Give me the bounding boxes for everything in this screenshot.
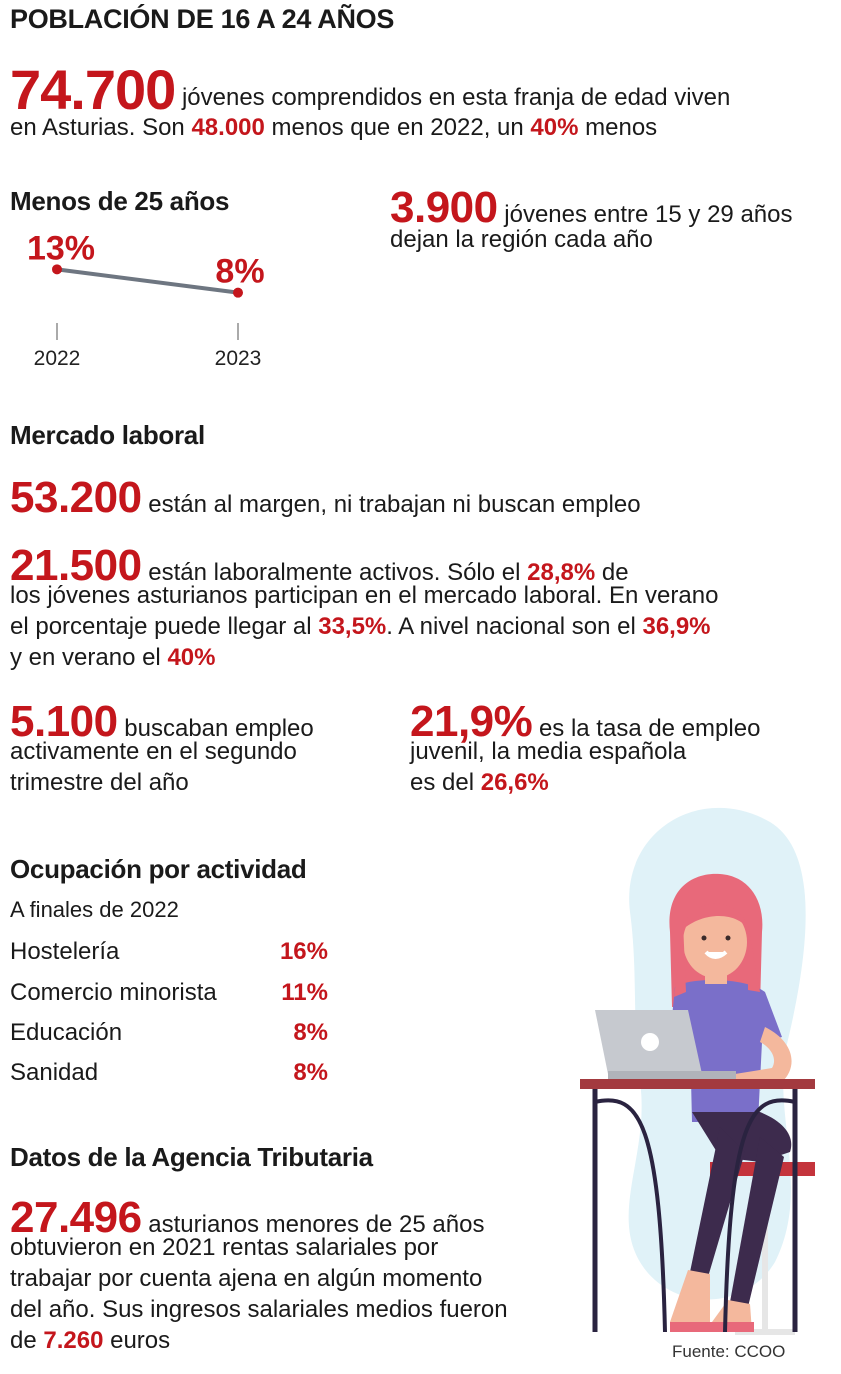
page-title: POBLACIÓN DE 16 A 24 AÑOS	[10, 4, 395, 34]
tax-text-5b: euros	[110, 1327, 171, 1354]
inactive-text: están al margen, ni trabajan ni buscan e…	[148, 491, 641, 518]
inactive-block: 53.200 están al margen, ni trabajan ni b…	[10, 476, 835, 520]
active-pct-1: 28,8%	[527, 559, 596, 586]
occupation-value: 16%	[279, 938, 328, 965]
occupation-value: 11%	[281, 979, 328, 1006]
tax-block: 27.496 asturianos menores de 25 años obt…	[10, 1196, 570, 1356]
active-text-3b: . A nivel nacional son el	[386, 613, 636, 640]
x-tick-label: 2022	[34, 347, 81, 370]
rate-text-1: es la tasa de empleo	[538, 715, 761, 742]
intro-big-number: 74.700	[10, 58, 176, 121]
tax-text-1: asturianos menores de 25 años	[148, 1211, 485, 1238]
seeking-text-1: buscaban empleo	[124, 715, 314, 742]
data-label: 13%	[27, 229, 95, 267]
data-label: 8%	[215, 253, 264, 291]
active-block: 21.500 están laboralmente activos. Sólo …	[10, 544, 835, 673]
tax-heading: Datos de la Agencia Tributaria	[10, 1142, 373, 1172]
inactive-number: 53.200	[10, 473, 142, 522]
tax-euros-number: 7.260	[43, 1327, 104, 1354]
occupation-value: 8%	[293, 1059, 328, 1086]
data-point	[52, 264, 62, 275]
active-pct-4: 40%	[167, 644, 216, 671]
intro-text-1: jóvenes comprendidos en esta franja de e…	[181, 84, 731, 111]
data-point	[233, 287, 243, 298]
seeking-block: 5.100 buscaban empleo activamente en el …	[10, 700, 380, 798]
occupation-label: Educación	[10, 1019, 123, 1046]
rate-text-2: juvenil, la media española	[410, 738, 687, 765]
tax-text-5a: de	[10, 1327, 37, 1354]
tax-text-3: trabajar por cuenta ajena en algún momen…	[10, 1265, 483, 1292]
active-pct-2: 33,5%	[318, 613, 387, 640]
series-line	[55, 267, 240, 295]
woman-laptop-illustration	[580, 807, 815, 1335]
active-text-1a: están laboralmente activos. Sólo el	[148, 559, 521, 586]
occupation-row: Hostelería 16%	[10, 938, 328, 970]
active-text-3a: el porcentaje puede llegar al	[10, 613, 312, 640]
line-chart: 13% 2022 8% 2023	[27, 229, 265, 370]
occupation-row: Comercio minorista 11%	[10, 979, 328, 1011]
active-text-4a: y en verano el	[10, 644, 161, 671]
rate-pct: 26,6%	[480, 769, 549, 796]
occupation-subtitle: A finales de 2022	[10, 897, 179, 922]
rate-block: 21,9% es la tasa de empleo juvenil, la m…	[410, 700, 835, 798]
intro-block: 74.700 jóvenes comprendidos en esta fran…	[10, 62, 835, 143]
occupation-row: Sanidad 8%	[10, 1059, 328, 1091]
intro-text-2a: en Asturias. Son	[10, 114, 185, 141]
emigration-number: 3.900	[390, 183, 498, 232]
tax-number: 27.496	[10, 1193, 142, 1242]
source-note: Fuente: CCOO	[672, 1342, 786, 1361]
active-text-1b: de	[601, 559, 629, 586]
occupation-heading: Ocupación por actividad	[10, 854, 307, 884]
active-number: 21.500	[10, 541, 142, 590]
occupation-value: 8%	[293, 1019, 328, 1046]
intro-highlight-2: 40%	[530, 114, 579, 141]
rate-text-3a: es del	[410, 769, 475, 796]
intro-text-2c: menos	[585, 114, 658, 141]
seeking-number: 5.100	[10, 697, 118, 746]
active-text-2: los jóvenes asturianos participan en el …	[10, 582, 719, 609]
rate-number: 21,9%	[410, 697, 533, 746]
occupation-label: Comercio minorista	[10, 979, 217, 1006]
occupation-label: Sanidad	[10, 1059, 99, 1086]
labor-heading: Mercado laboral	[10, 420, 205, 450]
intro-text-2b: menos que en 2022, un	[271, 114, 524, 141]
emigration-text-1: jóvenes entre 15 y 29 años	[504, 201, 793, 228]
tax-text-4: del año. Sus ingresos salariales medios …	[10, 1296, 508, 1323]
occupation-label: Hostelería	[10, 938, 120, 965]
chart-title: Menos de 25 años	[10, 186, 230, 216]
tax-text-2: obtuvieron en 2021 rentas salariales por	[10, 1234, 439, 1261]
emigration-text-2: dejan la región cada año	[390, 226, 653, 253]
occupation-row: Educación 8%	[10, 1019, 328, 1051]
active-pct-3: 36,9%	[642, 613, 711, 640]
intro-highlight-1: 48.000	[191, 114, 265, 141]
seeking-text-3: trimestre del año	[10, 769, 189, 796]
emigration-block: 3.900 jóvenes entre 15 y 29 años dejan l…	[390, 186, 835, 255]
x-tick-label: 2023	[215, 347, 262, 370]
seeking-text-2: activamente en el segundo	[10, 738, 297, 765]
